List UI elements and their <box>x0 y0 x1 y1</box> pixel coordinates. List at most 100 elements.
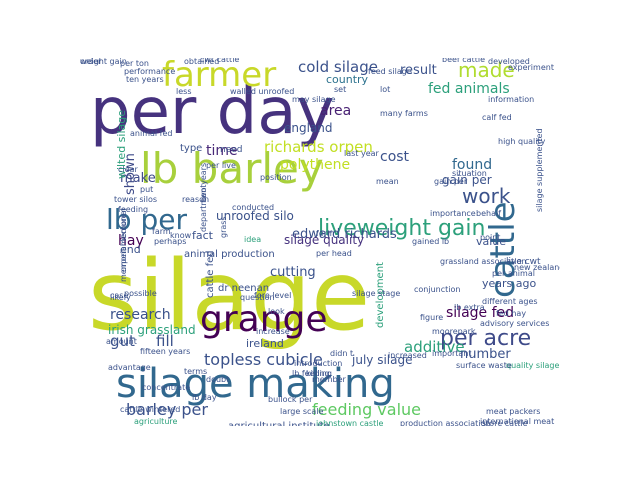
word: performance <box>124 67 176 76</box>
word: last year <box>344 149 379 158</box>
word: topless cubicle <box>204 350 323 369</box>
word: experiment <box>508 63 554 72</box>
word: store cattle <box>482 419 528 427</box>
word: barley per <box>126 400 208 419</box>
word: johnstown castle <box>316 419 384 427</box>
word: less <box>176 87 192 96</box>
word: unroofed silo <box>216 209 294 223</box>
word: form <box>316 229 335 238</box>
word: area <box>320 103 352 119</box>
word: per live <box>206 161 236 170</box>
word: tower silos <box>114 195 158 204</box>
word: surface waste <box>456 361 512 370</box>
word: feeding <box>118 205 149 214</box>
word: per acre <box>440 326 532 351</box>
word: grange <box>200 299 328 340</box>
word: fact <box>192 229 213 242</box>
word: work <box>462 184 511 208</box>
word: feeding value <box>312 400 422 419</box>
word: farm <box>152 227 171 236</box>
word: years ago <box>482 277 537 290</box>
word: per ton <box>120 59 149 68</box>
word: type <box>180 143 203 154</box>
word: july silage <box>352 353 413 367</box>
word: large scale <box>280 407 324 416</box>
word: may silage <box>292 95 336 104</box>
word: advantage <box>108 363 151 372</box>
word: gained lb <box>412 237 450 246</box>
word: important <box>432 349 472 358</box>
word: make <box>120 171 156 186</box>
word: animal fed <box>130 129 173 138</box>
word: likely <box>110 293 131 302</box>
word: clear <box>118 165 138 174</box>
word: calf fed <box>482 113 512 122</box>
word: idea <box>244 235 262 244</box>
word: quality silage <box>506 361 560 370</box>
word: per day <box>90 75 335 149</box>
word: memorial lecture <box>119 213 128 282</box>
word: behalf <box>476 209 502 218</box>
word: edward richards <box>292 227 397 242</box>
word: fed hay <box>496 309 527 318</box>
word: advisory services <box>480 319 550 328</box>
word: introduction <box>294 359 343 368</box>
word: gut <box>110 332 135 350</box>
word: question <box>240 293 275 302</box>
word: developed <box>488 58 530 66</box>
word: gain per <box>434 177 468 186</box>
word: didn t <box>330 349 354 358</box>
word: agriculture <box>134 417 178 426</box>
word: new zealand <box>514 263 560 272</box>
word: lot <box>380 85 391 94</box>
word: silage <box>88 240 371 352</box>
word: dr neenan <box>218 283 270 294</box>
word: research <box>110 307 171 323</box>
word: cattle fed <box>205 250 216 298</box>
word: doubt <box>206 375 230 384</box>
word: moorepark <box>432 327 476 336</box>
word: feed silage <box>368 67 412 76</box>
word: perhaps <box>154 237 187 246</box>
word: silage supplemented <box>535 128 544 212</box>
word: position <box>260 173 292 182</box>
word: made <box>458 58 515 82</box>
word: found <box>452 157 493 173</box>
word: ireland <box>246 337 284 350</box>
word: put <box>140 185 154 194</box>
word: reason <box>182 195 210 204</box>
word: gain per <box>442 173 492 187</box>
word: case <box>110 291 129 300</box>
word-cloud: silage per day silage making lb barley grang… <box>80 58 560 426</box>
word: cwt cattle <box>200 58 240 64</box>
word: beef cattle <box>442 58 485 64</box>
word: terms <box>184 367 208 376</box>
word: animal production <box>184 249 275 260</box>
word: silage quality <box>284 233 365 247</box>
word: value <box>476 235 507 248</box>
word: end <box>120 243 141 256</box>
word: conducted <box>232 203 275 212</box>
word: result <box>400 63 437 78</box>
word: fifteen years <box>140 347 191 356</box>
word: silage stage <box>352 289 401 298</box>
word: mean <box>376 177 399 186</box>
word: number <box>460 347 511 362</box>
word: silage making <box>116 361 395 407</box>
word: live cwt <box>506 257 541 267</box>
word: cost <box>380 149 410 165</box>
word: two years <box>199 162 208 202</box>
word: agricultural institute <box>228 422 330 427</box>
word: increased <box>388 351 427 360</box>
word: cattle wintered <box>120 405 181 414</box>
word: order <box>80 58 102 66</box>
word: lb barley <box>140 144 324 193</box>
word: obtained <box>184 58 220 66</box>
word: importance <box>430 209 476 218</box>
word: grass <box>219 216 228 238</box>
word: possible <box>124 289 157 298</box>
word: bullock per <box>268 395 313 404</box>
word: many farms <box>380 109 428 118</box>
word: killing <box>306 369 330 378</box>
word: fore level <box>254 291 292 300</box>
